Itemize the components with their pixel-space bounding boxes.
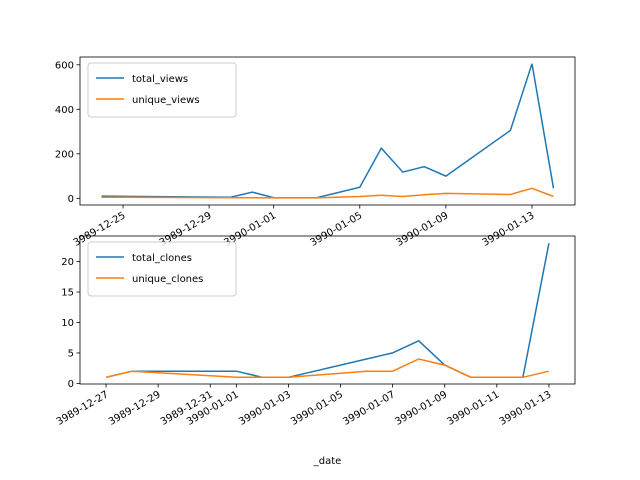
y-tick-label: 600 — [55, 60, 74, 71]
axes-frame — [79, 56, 576, 206]
axes-frame — [79, 235, 576, 385]
x-tick-label: 3990-01-07 — [341, 389, 397, 428]
x-tick-label: 3990-01-09 — [393, 389, 449, 428]
x-tick-label: 3990-01-13 — [498, 389, 554, 428]
x-tick-label: 3990-01-03 — [237, 389, 293, 428]
y-tick-label: 0 — [68, 379, 74, 390]
x-tick-label: 3990-01-05 — [289, 389, 345, 428]
legend-box — [87, 241, 237, 297]
x-tick-label: 3990-01-05 — [308, 210, 364, 249]
series-line — [101, 187, 554, 199]
series-line — [105, 358, 550, 379]
y-tick-label: 400 — [55, 105, 74, 116]
legend-label: unique_views — [132, 95, 200, 106]
x-tick-label: 3990-01-09 — [395, 210, 451, 249]
y-tick-label: 10 — [61, 318, 74, 329]
x-tick-label: 3990-01-11 — [446, 389, 502, 428]
legend-label: total_clones — [132, 253, 192, 264]
x-tick-label: 3990-01-13 — [481, 210, 537, 249]
legend-box — [87, 62, 237, 118]
y-tick-label: 5 — [68, 348, 74, 359]
x-tick-label: 3989-12-27 — [55, 389, 111, 428]
y-tick-label: 0 — [68, 194, 74, 205]
y-tick-label: 200 — [55, 149, 74, 160]
legend-label: unique_clones — [132, 274, 203, 285]
series-line — [101, 63, 555, 199]
x-tick-label: 3989-12-29 — [107, 389, 163, 428]
y-tick-label: 15 — [61, 288, 74, 299]
legend-label: total_views — [132, 74, 188, 85]
x-axis-label: _date — [313, 456, 342, 467]
y-tick-label: 20 — [61, 257, 74, 268]
